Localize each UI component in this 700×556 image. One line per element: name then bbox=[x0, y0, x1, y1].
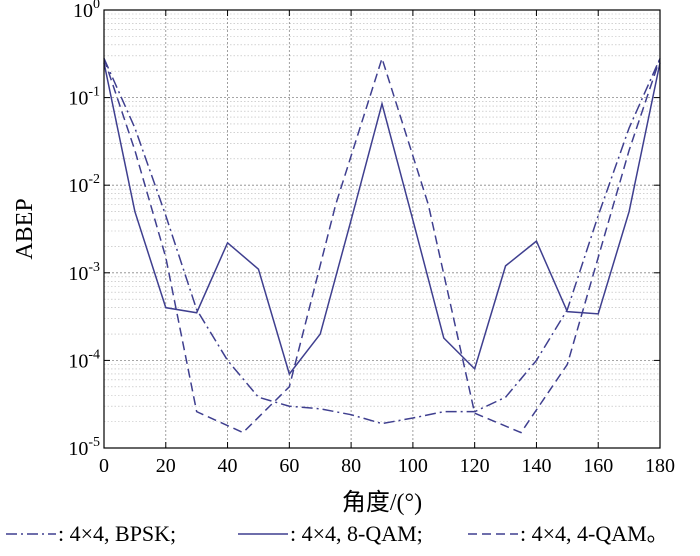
plot-frame bbox=[103, 9, 661, 449]
series-line-dashdot bbox=[103, 58, 661, 425]
legend: : 4×4, BPSK; : 4×4, 8-QAM; : 4×4, 4-QAM。 bbox=[6, 521, 669, 546]
y-tick-labels: 10-5 10-4 10-3 10-2 10-1 100 bbox=[68, 0, 100, 460]
legend-label: : 4×4, 4-QAM。 bbox=[520, 521, 669, 546]
x-tick-label: 100 bbox=[398, 455, 428, 477]
x-tick-label: 80 bbox=[341, 455, 361, 477]
y-tick-label: 100 bbox=[73, 0, 100, 22]
x-tick-labels: 0 20 40 60 80 100 120 140 160 180 bbox=[99, 455, 675, 477]
legend-label: : 4×4, BPSK; bbox=[58, 521, 176, 546]
y-tick-label: 10-2 bbox=[68, 172, 100, 197]
x-tick-label: 0 bbox=[99, 455, 109, 477]
x-axis-title: 角度/(°) bbox=[342, 489, 422, 516]
x-tick-label: 160 bbox=[583, 455, 613, 477]
y-axis-title: ABEP bbox=[12, 198, 38, 259]
y-tick-label: 10-3 bbox=[68, 260, 100, 285]
x-tick-label: 20 bbox=[156, 455, 176, 477]
y-tick-label: 10-1 bbox=[68, 85, 100, 110]
tick-marks bbox=[103, 9, 661, 449]
y-tick-label: 10-4 bbox=[68, 347, 100, 372]
grid bbox=[103, 9, 661, 449]
x-tick-label: 40 bbox=[218, 455, 238, 477]
series-line-dashed bbox=[103, 55, 661, 434]
legend-label: : 4×4, 8-QAM; bbox=[290, 521, 423, 546]
x-tick-label: 120 bbox=[460, 455, 490, 477]
y-tick-label: 10-5 bbox=[68, 435, 100, 460]
x-tick-label: 140 bbox=[521, 455, 551, 477]
series-layer bbox=[103, 55, 661, 434]
x-tick-label: 60 bbox=[279, 455, 299, 477]
x-tick-label: 180 bbox=[645, 455, 675, 477]
series-line-solid bbox=[103, 62, 661, 376]
